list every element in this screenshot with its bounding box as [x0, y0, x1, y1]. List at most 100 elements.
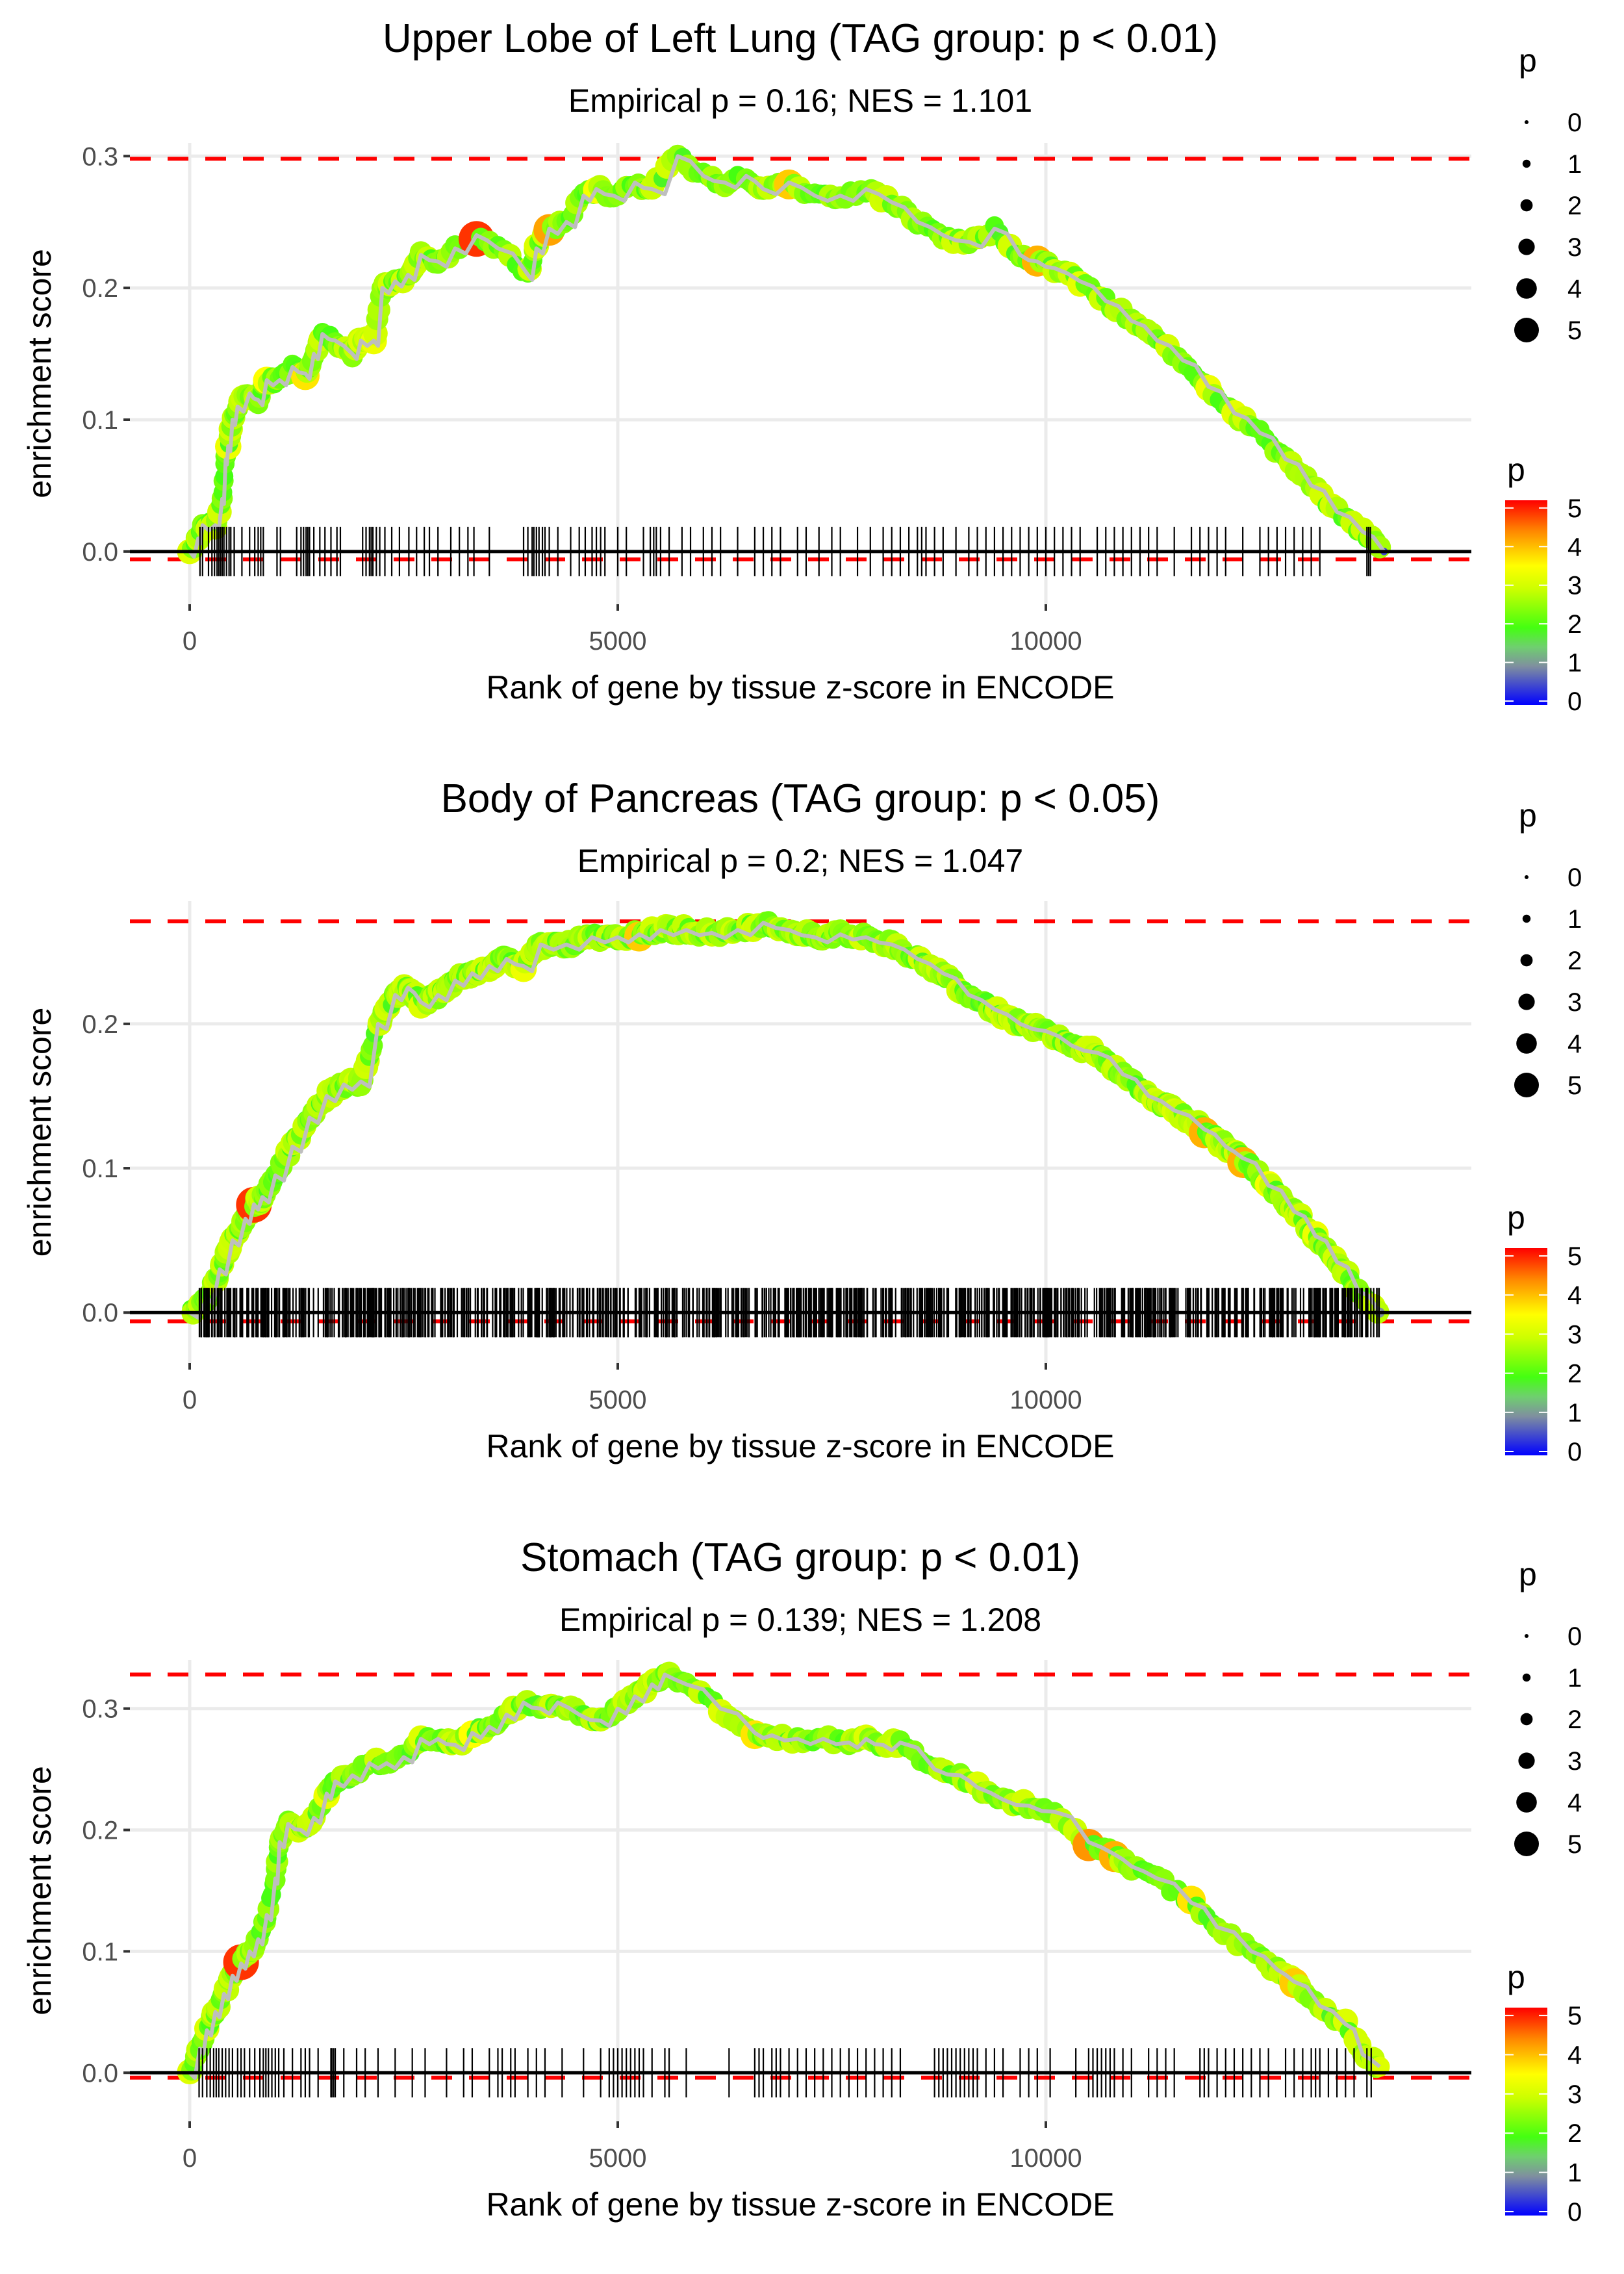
chart-subtitle: Empirical p = 0.2; NES = 1.047 — [577, 843, 1023, 879]
color-legend-label: 1 — [1567, 1399, 1582, 1427]
size-legend-label: 2 — [1567, 192, 1582, 220]
y-tick-label: 0.1 — [82, 1937, 118, 1966]
y-axis-title: enrichment score — [21, 1008, 58, 1257]
color-legend-label: 4 — [1567, 533, 1582, 561]
x-tick-label: 5000 — [589, 2144, 647, 2173]
y-tick-label: 0.3 — [82, 142, 118, 171]
size-legend-label: 5 — [1567, 1071, 1582, 1100]
size-legend-key — [1514, 1832, 1539, 1856]
x-tick-label: 10000 — [1009, 627, 1082, 656]
color-legend-label: 0 — [1567, 687, 1582, 716]
x-tick-label: 0 — [183, 627, 197, 656]
color-legend-label: 0 — [1567, 2198, 1582, 2227]
size-legend-key — [1520, 954, 1533, 967]
color-legend-label: 1 — [1567, 649, 1582, 678]
y-tick-label: 0.0 — [82, 1299, 118, 1327]
size-legend-title: p — [1519, 797, 1537, 834]
color-legend-label: 4 — [1567, 2041, 1582, 2069]
y-tick-label: 0.2 — [82, 274, 118, 303]
x-tick-label: 10000 — [1009, 1386, 1082, 1414]
x-tick-label: 0 — [183, 2144, 197, 2173]
x-tick-label: 5000 — [589, 627, 647, 656]
size-legend-key — [1525, 1634, 1529, 1638]
color-legend-label: 2 — [1567, 610, 1582, 639]
color-legend-label: 2 — [1567, 2119, 1582, 2148]
colorbar — [1505, 500, 1547, 705]
size-legend-key — [1516, 1792, 1537, 1813]
color-legend-label: 1 — [1567, 2159, 1582, 2188]
running-es-line — [188, 1672, 1381, 2080]
size-legend-key — [1525, 120, 1529, 124]
size-legend-key — [1518, 993, 1535, 1010]
chart-title: Upper Lobe of Left Lung (TAG group: p < … — [383, 16, 1218, 61]
color-legend-label: 5 — [1567, 1242, 1582, 1271]
size-legend-title: p — [1519, 1556, 1537, 1592]
running-es-line — [188, 921, 1382, 1320]
size-legend-label: 0 — [1567, 109, 1582, 137]
y-tick-label: 0.1 — [82, 1155, 118, 1183]
colorbar — [1505, 2008, 1547, 2216]
size-legend-label: 5 — [1567, 316, 1582, 345]
size-legend-label: 3 — [1567, 233, 1582, 262]
color-legend-label: 3 — [1567, 2080, 1582, 2109]
y-tick-label: 0.0 — [82, 538, 118, 567]
points-layer — [177, 144, 1391, 565]
size-legend-label: 2 — [1567, 947, 1582, 975]
color-legend-title: p — [1507, 452, 1525, 488]
running-es-line — [188, 154, 1386, 559]
colorbar — [1505, 1248, 1547, 1455]
color-legend-label: 3 — [1567, 572, 1582, 600]
color-legend-label: 4 — [1567, 1281, 1582, 1310]
chart-subtitle: Empirical p = 0.16; NES = 1.101 — [568, 83, 1032, 119]
size-legend-label: 0 — [1567, 1622, 1582, 1651]
x-tick-label: 5000 — [589, 1386, 647, 1414]
color-legend-label: 0 — [1567, 1438, 1582, 1466]
chart-title: Stomach (TAG group: p < 0.01) — [520, 1535, 1080, 1580]
y-tick-label: 0.2 — [82, 1010, 118, 1039]
size-legend-key — [1516, 1033, 1537, 1054]
size-legend-label: 4 — [1567, 1030, 1582, 1058]
size-legend-label: 4 — [1567, 275, 1582, 303]
y-tick-label: 0.2 — [82, 1817, 118, 1845]
x-tick-label: 10000 — [1009, 2144, 1082, 2173]
x-axis-title: Rank of gene by tissue z-score in ENCODE — [486, 1428, 1114, 1464]
size-legend-key — [1522, 1673, 1531, 1682]
color-legend-label: 2 — [1567, 1360, 1582, 1388]
size-legend-label: 3 — [1567, 988, 1582, 1017]
points-layer — [177, 1661, 1390, 2085]
size-legend-key — [1520, 199, 1533, 212]
size-legend-label: 1 — [1567, 905, 1582, 934]
y-axis-title: enrichment score — [21, 249, 58, 498]
panel-3: Stomach (TAG group: p < 0.01) Empirical p… — [21, 1535, 1582, 2227]
x-axis-title: Rank of gene by tissue z-score in ENCODE — [486, 2186, 1114, 2223]
size-legend-key — [1522, 914, 1531, 923]
panel-1: Upper Lobe of Left Lung (TAG group: p < … — [21, 16, 1582, 716]
size-legend-key — [1518, 1752, 1535, 1769]
size-legend-label: 4 — [1567, 1789, 1582, 1817]
size-legend-key — [1525, 875, 1529, 879]
color-legend-label: 3 — [1567, 1320, 1582, 1349]
y-axis-title: enrichment score — [21, 1766, 58, 2015]
color-legend-title: p — [1507, 1959, 1525, 1995]
color-legend-label: 5 — [1567, 494, 1582, 523]
size-legend-key — [1522, 159, 1531, 168]
color-legend-title: p — [1507, 1199, 1525, 1236]
y-tick-label: 0.1 — [82, 406, 118, 435]
x-axis-title: Rank of gene by tissue z-score in ENCODE — [486, 669, 1114, 706]
size-legend-label: 0 — [1567, 863, 1582, 892]
x-tick-label: 0 — [183, 1386, 197, 1414]
size-legend-label: 5 — [1567, 1830, 1582, 1859]
size-legend-label: 1 — [1567, 1664, 1582, 1693]
chart-subtitle: Empirical p = 0.139; NES = 1.208 — [559, 1602, 1041, 1638]
size-legend-key — [1518, 238, 1535, 255]
size-legend-label: 2 — [1567, 1706, 1582, 1734]
size-legend-key — [1514, 318, 1539, 342]
size-legend-key — [1520, 1713, 1533, 1726]
panel-2: Body of Pancreas (TAG group: p < 0.05) Em… — [21, 776, 1582, 1466]
y-tick-label: 0.0 — [82, 2059, 118, 2088]
chart-title: Body of Pancreas (TAG group: p < 0.05) — [441, 776, 1160, 821]
size-legend-key — [1514, 1073, 1539, 1097]
size-legend-label: 3 — [1567, 1747, 1582, 1776]
size-legend-label: 1 — [1567, 150, 1582, 179]
size-legend-title: p — [1519, 42, 1537, 79]
